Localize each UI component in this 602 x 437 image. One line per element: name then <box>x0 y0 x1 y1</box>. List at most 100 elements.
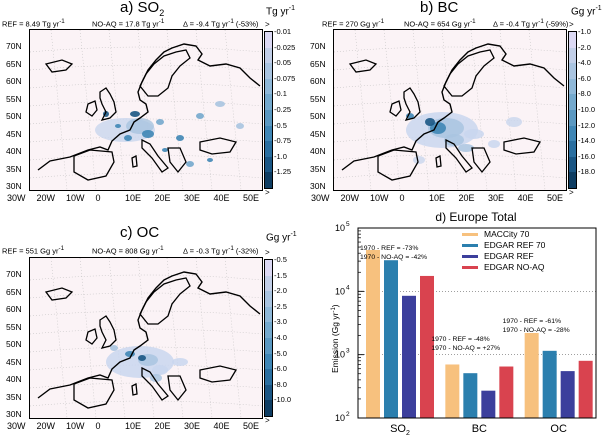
panel-b-delta-stat: Δ = -0.4 Tg yr-1 (-59%) <box>493 18 569 29</box>
parallel-line <box>30 172 262 179</box>
panel-b-ref-stat: REF = 270 Gg yr-1 <box>322 18 385 29</box>
colorbar-tick-label: -0.025 <box>274 42 296 52</box>
colorbar-cell <box>265 110 272 126</box>
emission-patch <box>236 123 244 129</box>
coastline <box>167 147 187 174</box>
colorbar-cell <box>569 63 576 79</box>
panel-c-map <box>29 257 263 419</box>
bar-edgar-no-aq <box>499 366 514 418</box>
latitude-label: 40N <box>6 374 22 384</box>
colorbar-tick-label: -1.0 <box>274 151 287 161</box>
latitude-label: 65N <box>6 286 22 297</box>
emission-patch <box>126 118 154 134</box>
parallel-line <box>30 292 262 299</box>
longitude-label: 50E <box>243 193 260 203</box>
meridian-line <box>108 258 126 418</box>
longitude-label: 20W <box>36 193 56 203</box>
colorbar-top-arrow: > <box>265 248 270 257</box>
panel-b-map <box>333 29 567 191</box>
meridian-line <box>50 258 68 418</box>
colorbar-cell <box>265 125 272 142</box>
longitude-label: 20E <box>154 193 171 203</box>
colorbar-tick-label: -0.1 <box>274 89 287 99</box>
emission-patch <box>425 118 435 126</box>
map-canvas <box>334 30 566 190</box>
colorbar-cell <box>265 47 272 64</box>
colorbar-tick-label: -14.0 <box>578 136 596 146</box>
latitude-label: 35N <box>310 163 326 174</box>
legend-label: MACCity 70 <box>484 229 530 239</box>
colorbar-tick-label: -2.0 <box>274 286 287 296</box>
longitude-label: 10W <box>370 193 389 203</box>
meridian-line <box>166 30 184 190</box>
y-tick-label: 10 <box>335 223 345 233</box>
legend-swatch <box>462 255 478 258</box>
latitude-label: 50N <box>6 339 22 349</box>
coastline <box>435 154 442 168</box>
panel-b-colorbar <box>568 31 577 189</box>
panel-b-title: b) BC <box>420 0 459 16</box>
panel-a-unit: Tg yr-1 <box>266 5 296 18</box>
meridian-line <box>137 258 155 418</box>
panel-a-delta-stat: Δ = -9.4 Tg yr-1 (-53%) <box>183 18 259 29</box>
meridian-line <box>50 30 68 190</box>
map-canvas <box>30 30 262 190</box>
coastline <box>503 137 542 155</box>
colorbar-cell <box>265 94 272 110</box>
parallel-line <box>30 400 262 407</box>
longitude-label: 0 <box>95 193 101 203</box>
colorbar-tick-label: -0.075 <box>274 73 296 83</box>
colorbar-cell <box>265 322 272 338</box>
legend-label: EDGAR NO-AQ <box>484 262 545 272</box>
colorbar-tick-label: -10.0 <box>578 105 596 114</box>
y-tick-exponent: 4 <box>346 284 350 291</box>
emission-patch <box>186 161 194 167</box>
y-tick-exponent: 5 <box>346 221 350 228</box>
x-category-label: OC <box>550 423 567 435</box>
coastline <box>199 365 238 383</box>
panel-b-noaq-stat: NO-AQ = 654 Gg yr-1 <box>404 18 476 29</box>
longitude-label: 10E <box>125 421 142 431</box>
emission-patch <box>196 113 204 119</box>
longitude-label: 40E <box>517 193 534 203</box>
meridian-line <box>195 30 213 190</box>
colorbar-cell <box>265 260 272 276</box>
coastline <box>37 271 261 399</box>
meridian-line <box>470 30 488 190</box>
y-tick-label: 10 <box>335 350 345 360</box>
longitude-label: 30E <box>184 421 201 431</box>
longitude-label: 0 <box>399 193 405 203</box>
emission-patch <box>413 156 425 164</box>
colorbar-cell <box>265 291 272 307</box>
colorbar-top-arrow: > <box>265 20 270 29</box>
latitude-label: 60N <box>310 76 326 86</box>
longitude-label: 30E <box>184 193 201 203</box>
longitude-label: 40E <box>213 421 230 431</box>
colorbar-cell <box>569 141 576 157</box>
panel-c-title: c) OC <box>120 224 160 241</box>
longitude-label: 10W <box>66 193 85 203</box>
x-category-label: SO2 <box>390 423 410 437</box>
colorbar-tick-label: -4.0 <box>274 333 287 342</box>
colorbar-cell <box>569 125 576 142</box>
longitude-label: 40E <box>213 193 230 203</box>
colorbar-tick-label: -0.01 <box>274 27 292 36</box>
coastline <box>403 87 421 121</box>
annotation-text: 1970 - NO-AQ = -42% <box>360 254 427 261</box>
emission-patch <box>130 111 140 117</box>
colorbar-cell <box>569 78 576 95</box>
annotation-text: 1970 - NO-AQ = -28% <box>503 327 570 334</box>
emission-patch <box>406 113 414 119</box>
legend-label: EDGAR REF 70 <box>484 240 546 250</box>
coastline <box>139 277 191 325</box>
latitude-label: 45N <box>310 128 326 139</box>
emission-patch <box>176 135 184 141</box>
coastline <box>377 149 419 181</box>
parallel-line <box>30 64 262 71</box>
colorbar-bottom-arrow: > <box>265 188 270 197</box>
latitude-label: 65N <box>310 58 326 69</box>
annotation-text: 1970 - REF = -61% <box>503 318 561 325</box>
annotation-text: 1970 - REF = -48% <box>431 336 489 343</box>
coastline <box>167 375 187 402</box>
longitude-label: 20E <box>458 193 475 203</box>
